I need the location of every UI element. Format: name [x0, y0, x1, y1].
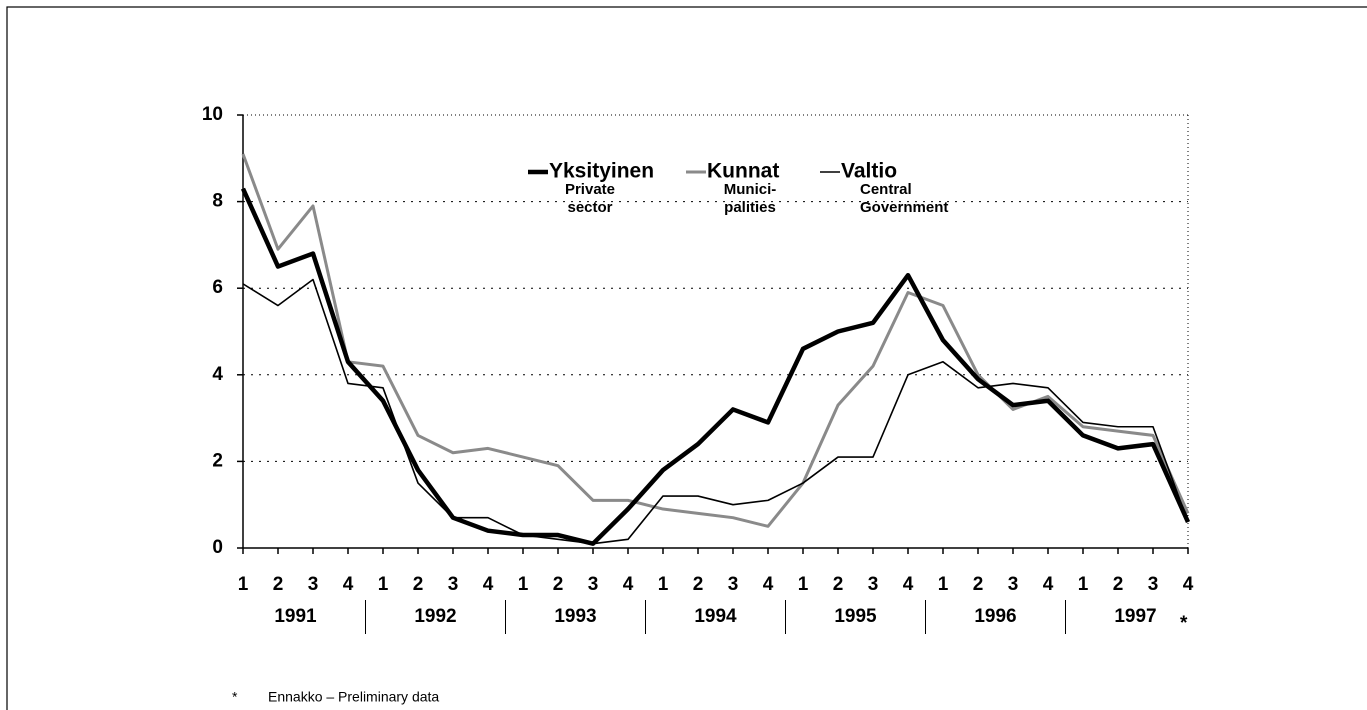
- x-tick-label: 4: [343, 574, 354, 595]
- year-label: 1997: [1114, 606, 1156, 627]
- y-tick-label: 8: [212, 191, 223, 212]
- year-note: *: [1180, 613, 1188, 634]
- y-tick-label: 10: [202, 104, 223, 125]
- page-frame: [6, 6, 1367, 710]
- x-tick-label: 3: [308, 574, 319, 595]
- x-tick-label: 3: [588, 574, 599, 595]
- x-tick-label: 3: [1148, 574, 1159, 595]
- y-tick-label: 0: [212, 537, 223, 558]
- x-tick-label: 2: [1113, 574, 1124, 595]
- x-tick-label: 1: [798, 574, 809, 595]
- series-line: [240, 187, 1191, 546]
- legend-translation: Munici-: [724, 181, 777, 198]
- y-tick-label: 4: [212, 364, 223, 385]
- x-tick-label: 3: [1008, 574, 1019, 595]
- x-tick-label: 3: [728, 574, 739, 595]
- x-tick-label: 1: [238, 574, 249, 595]
- x-tick-label: 4: [1043, 574, 1054, 595]
- x-tick-label: 4: [903, 574, 914, 595]
- series-line: [241, 153, 1190, 528]
- legend-translation: palities: [724, 199, 776, 216]
- x-tick-label: 1: [518, 574, 529, 595]
- x-tick-label: 1: [938, 574, 949, 595]
- x-tick-label: 2: [413, 574, 424, 595]
- year-label: 1994: [694, 606, 737, 627]
- legend-translation: Central: [860, 181, 912, 198]
- x-tick-label: 2: [693, 574, 704, 595]
- x-tick-label: 2: [833, 574, 844, 595]
- year-label: 1993: [554, 606, 596, 627]
- legend-label: Valtio: [841, 160, 897, 183]
- legend-translation: sector: [567, 199, 612, 216]
- x-tick-label: 1: [658, 574, 669, 595]
- series-line: [242, 278, 1189, 545]
- x-tick-label: 4: [763, 574, 774, 595]
- x-tick-label: 1: [1078, 574, 1089, 595]
- legend-translation: Government: [860, 199, 948, 216]
- legend-translation: Private: [565, 181, 615, 198]
- year-label: 1995: [834, 606, 877, 627]
- year-label: 1992: [414, 606, 456, 627]
- y-tick-label: 6: [212, 277, 223, 298]
- x-tick-label: 1: [378, 574, 389, 595]
- legend-label: Yksityinen: [549, 160, 654, 183]
- footnote-mark: *: [232, 689, 238, 705]
- year-label: 1996: [974, 606, 1016, 627]
- legend-label: Kunnat: [707, 160, 779, 183]
- y-tick-label: 2: [212, 450, 223, 471]
- x-tick-label: 3: [448, 574, 459, 595]
- x-tick-label: 3: [868, 574, 879, 595]
- x-tick-label: 2: [973, 574, 984, 595]
- x-tick-label: 2: [553, 574, 564, 595]
- x-tick-label: 4: [623, 574, 634, 595]
- year-label: 1991: [274, 606, 317, 627]
- x-tick-label: 4: [483, 574, 494, 595]
- x-tick-label: 4: [1183, 574, 1194, 595]
- x-tick-label: 2: [273, 574, 284, 595]
- footnote: Ennakko – Preliminary data: [268, 689, 439, 705]
